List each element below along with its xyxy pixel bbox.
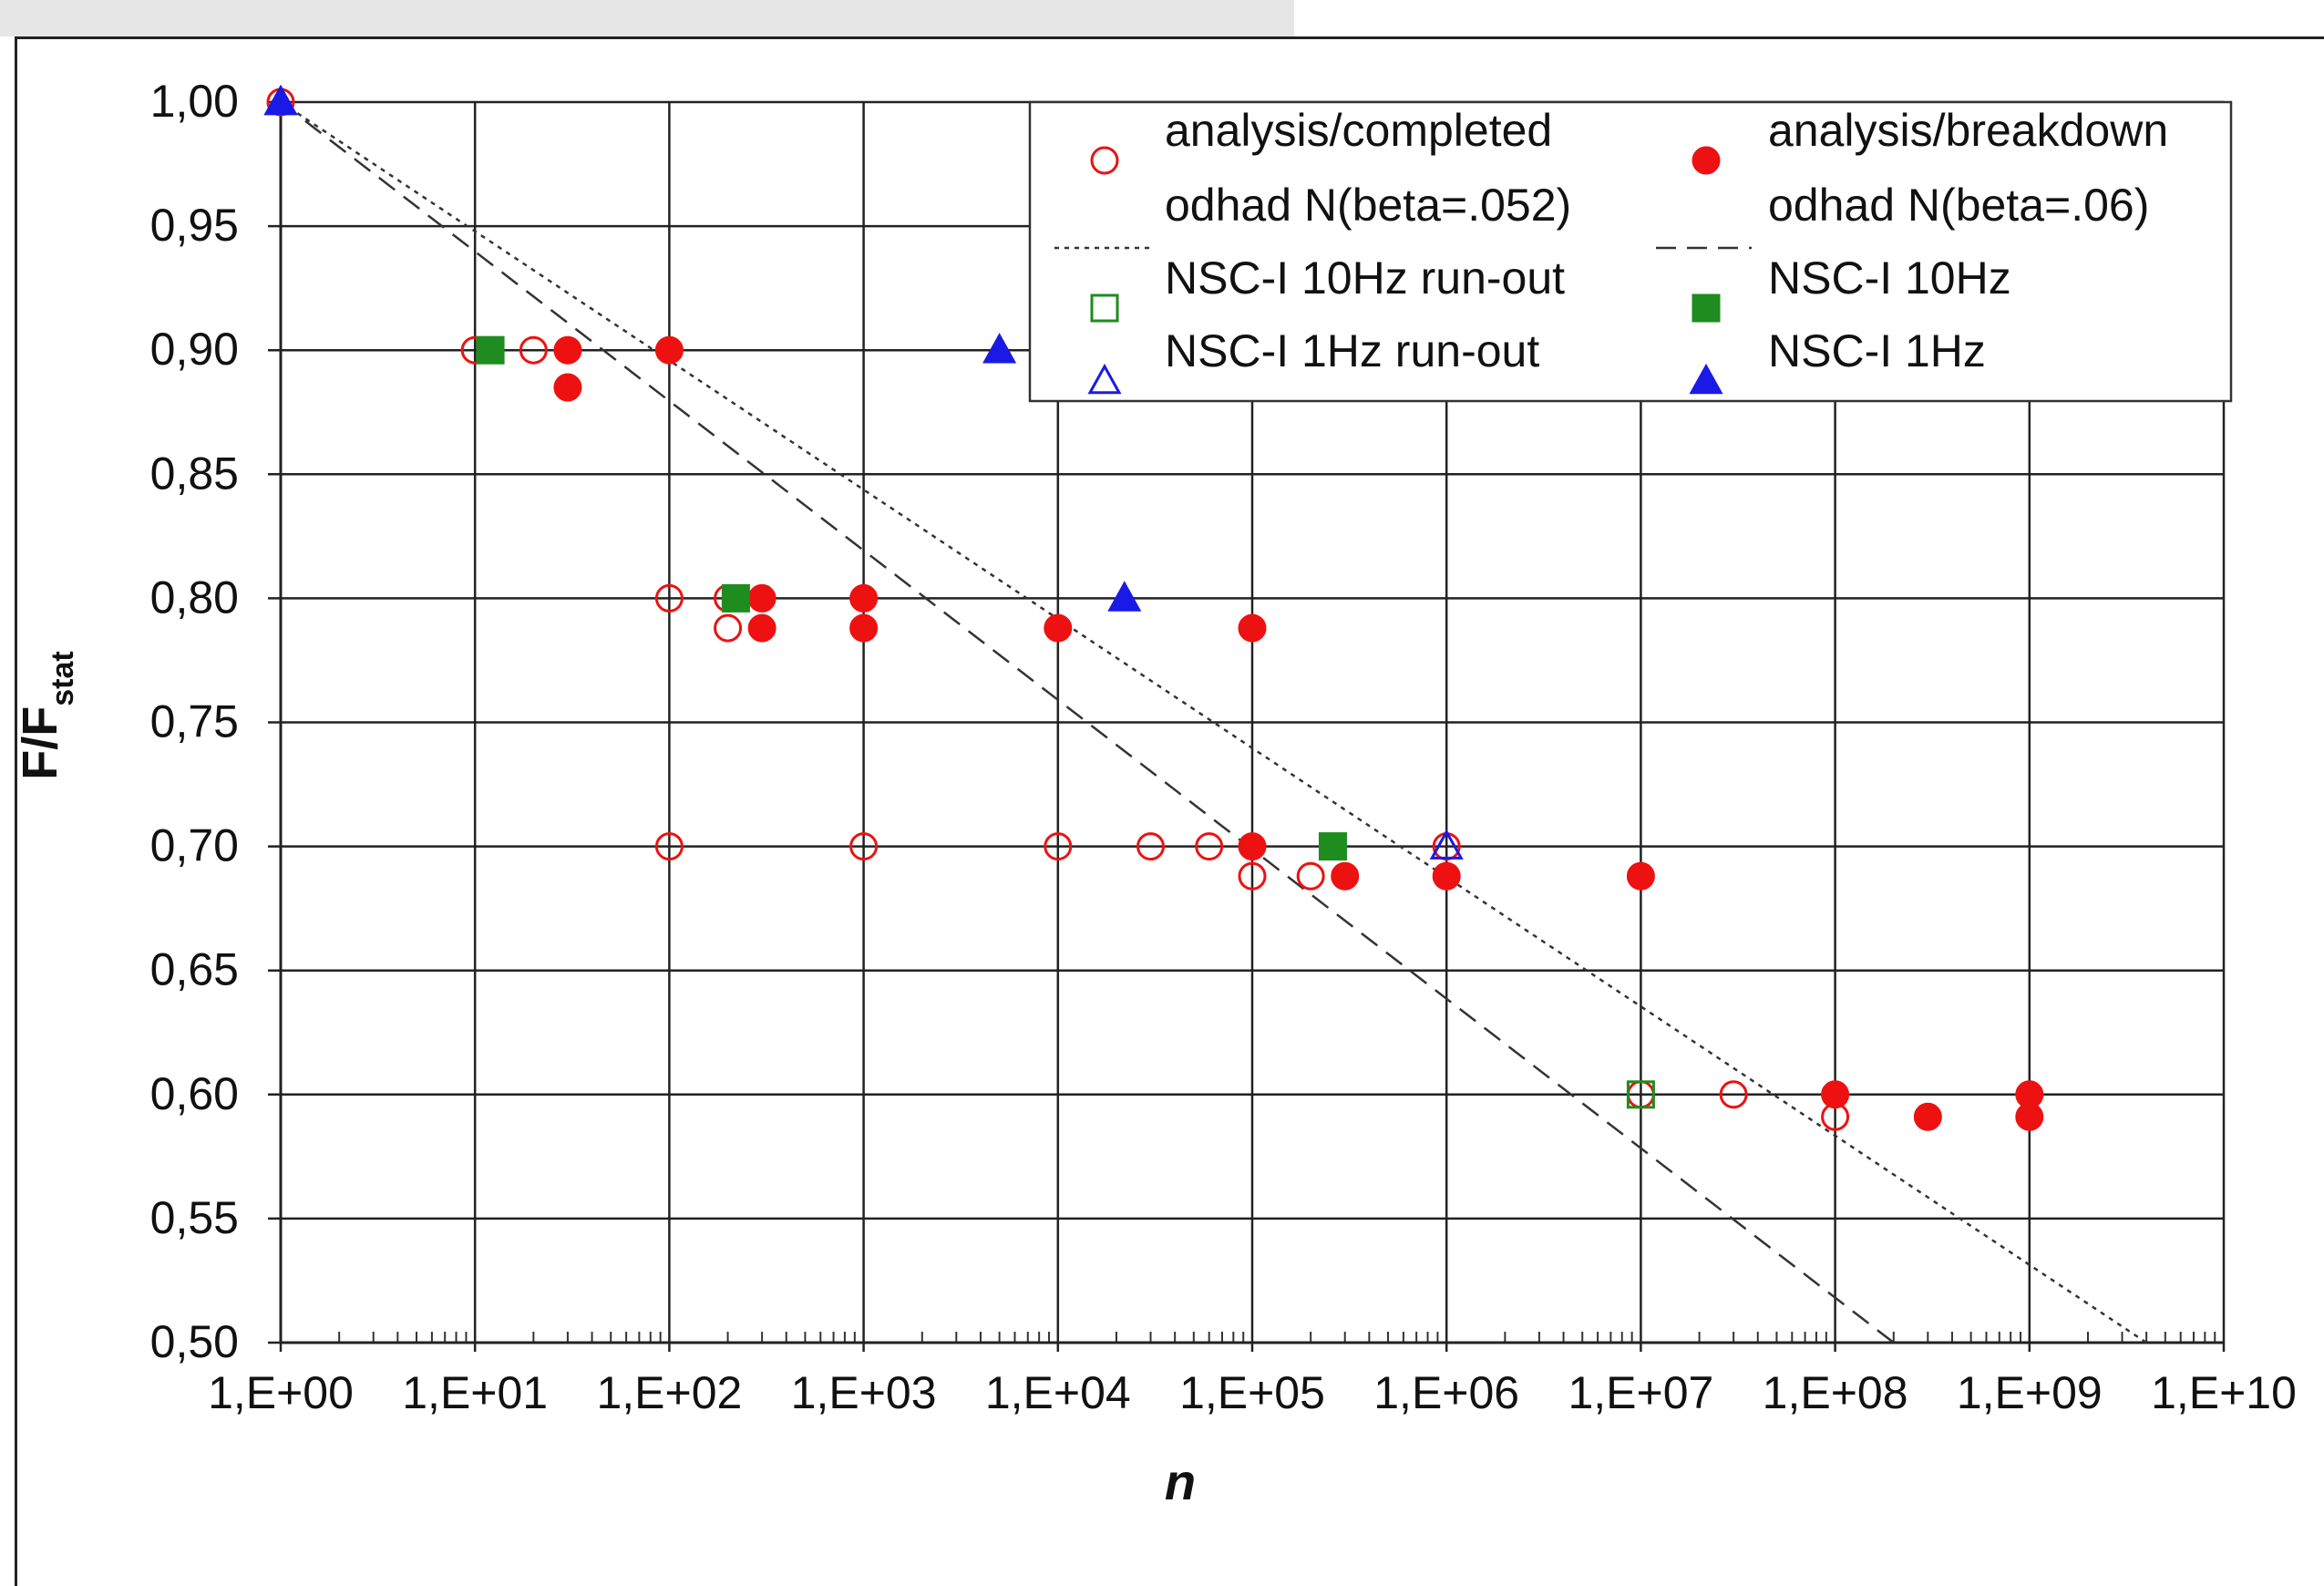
- x-tick-label: 1,E+10: [2151, 1367, 2297, 1418]
- x-tick-label: 1,E+09: [1957, 1367, 2103, 1418]
- axes: [279, 102, 2224, 1344]
- point-circle-filled: [747, 583, 776, 613]
- point-circle-filled: [553, 373, 582, 402]
- x-tick-label: 1,E+03: [791, 1367, 937, 1418]
- y-tick-labels: 0,50 0,55 0,60 0,65 0,70 0,75 0,80 0,85 0,90 0,95…: [150, 76, 239, 1367]
- legend-box: [1028, 100, 2233, 403]
- x-tick-label: 1,E+01: [402, 1367, 548, 1418]
- legend-symbol-triangle-open: [1087, 363, 1122, 395]
- point-triangle-filled: [982, 333, 1017, 364]
- legend-symbol-triangle-filled: [1689, 363, 1723, 395]
- point-circle-filled: [1626, 861, 1655, 891]
- svg-text:F/Fstat: F/Fstat: [13, 651, 80, 779]
- point-triangle-open: [1429, 829, 1464, 860]
- y-tick-label: 0,80: [150, 572, 239, 623]
- legend-symbol-square-open: [1090, 294, 1119, 323]
- point-circle-filled: [1432, 861, 1461, 891]
- y-tick-label: 0,90: [150, 324, 239, 375]
- legend-label: NSC-I 1Hz: [1768, 325, 1986, 376]
- point-triangle-filled: [1107, 581, 1142, 612]
- point-circle-filled: [1238, 613, 1267, 643]
- y-tick-label: 0,70: [150, 820, 239, 871]
- estimate-line-beta-052: [280, 100, 2147, 1344]
- minor-ticks: [338, 1332, 2216, 1343]
- point-circle-open: [1044, 832, 1073, 861]
- point-circle-open: [654, 583, 684, 613]
- legend-label: odhad N(beta=.06): [1768, 180, 2149, 231]
- point-circle-open: [1296, 861, 1325, 891]
- point-square-filled: [1318, 832, 1347, 861]
- x-axis-title: n: [1165, 1453, 1196, 1510]
- y-tick-label: 0,85: [150, 448, 239, 499]
- legend-label: NSC-I 1Hz run-out: [1165, 325, 1539, 376]
- point-circle-filled: [1821, 1080, 1850, 1109]
- point-circle-filled: [849, 583, 879, 613]
- point-square-open: [1626, 1080, 1655, 1109]
- x-tick-labels: 1,E+00 1,E+01 1,E+02 1,E+03 1,E+04 1,E+05 1,E+…: [208, 1367, 2297, 1418]
- legend-symbol-circle-open: [1090, 146, 1119, 175]
- legend-label: analysis/breakdown: [1768, 105, 2168, 156]
- point-circle-open: [654, 832, 684, 861]
- legend-label: NSC-I 10Hz: [1768, 252, 2011, 304]
- y-tick-label: 0,65: [150, 944, 239, 995]
- y-tick-label: 0,55: [150, 1192, 239, 1243]
- chart-frame: [15, 36, 2324, 1586]
- point-triangle-filled: [263, 84, 298, 116]
- top-background-strip: [0, 0, 1294, 36]
- y-tick-label: 0,50: [150, 1316, 239, 1367]
- y-tick-label: 0,95: [150, 200, 239, 251]
- point-square-filled: [721, 583, 750, 613]
- legend: analysis/completed analysis/breakdown odha…: [1028, 100, 2233, 403]
- y-axis-title-subscript: stat: [46, 651, 80, 705]
- y-axis-title: F/Fstat: [13, 651, 80, 779]
- x-tick-label: 1,E+07: [1568, 1367, 1713, 1418]
- point-circle-filled: [2015, 1102, 2044, 1131]
- x-tick-label: 1,E+08: [1763, 1367, 1908, 1418]
- point-circle-open: [1238, 861, 1267, 891]
- legend-label: analysis/completed: [1165, 105, 1552, 156]
- legend-symbol-square-filled: [1692, 294, 1721, 323]
- x-tick-label: 1,E+05: [1179, 1367, 1325, 1418]
- point-circle-filled: [553, 335, 582, 365]
- point-circle-filled: [747, 613, 776, 643]
- y-axis-title-main: F/F: [13, 706, 67, 780]
- point-circle-filled: [849, 613, 879, 643]
- point-circle-filled: [1238, 832, 1267, 861]
- data-points: [263, 84, 2044, 1131]
- point-circle-filled: [1331, 861, 1360, 891]
- y-tick-label: 0,60: [150, 1068, 239, 1119]
- x-tick-label: 1,E+02: [596, 1367, 742, 1418]
- x-tick-label: 1,E+06: [1373, 1367, 1519, 1418]
- point-circle-open: [1195, 832, 1224, 861]
- point-circle-open: [1136, 832, 1166, 861]
- estimate-lines: [280, 100, 2147, 1344]
- x-tick-label: 1,E+00: [208, 1367, 354, 1418]
- y-tick-label: 1,00: [150, 76, 239, 127]
- point-circle-open: [849, 832, 879, 861]
- legend-label: NSC-I 10Hz run-out: [1165, 252, 1565, 304]
- legend-symbol-circle-filled: [1692, 146, 1721, 175]
- point-circle-filled: [654, 335, 684, 365]
- point-circle-open: [1719, 1080, 1748, 1109]
- x-tick-label: 1,E+04: [985, 1367, 1131, 1418]
- point-circle-filled: [1044, 613, 1073, 643]
- point-circle-open: [714, 613, 743, 643]
- point-circle-open: [519, 335, 548, 365]
- legend-label: odhad N(beta=.052): [1165, 180, 1571, 231]
- point-square-filled: [476, 335, 505, 365]
- point-circle-filled: [1913, 1102, 1942, 1131]
- y-tick-label: 0,75: [150, 696, 239, 747]
